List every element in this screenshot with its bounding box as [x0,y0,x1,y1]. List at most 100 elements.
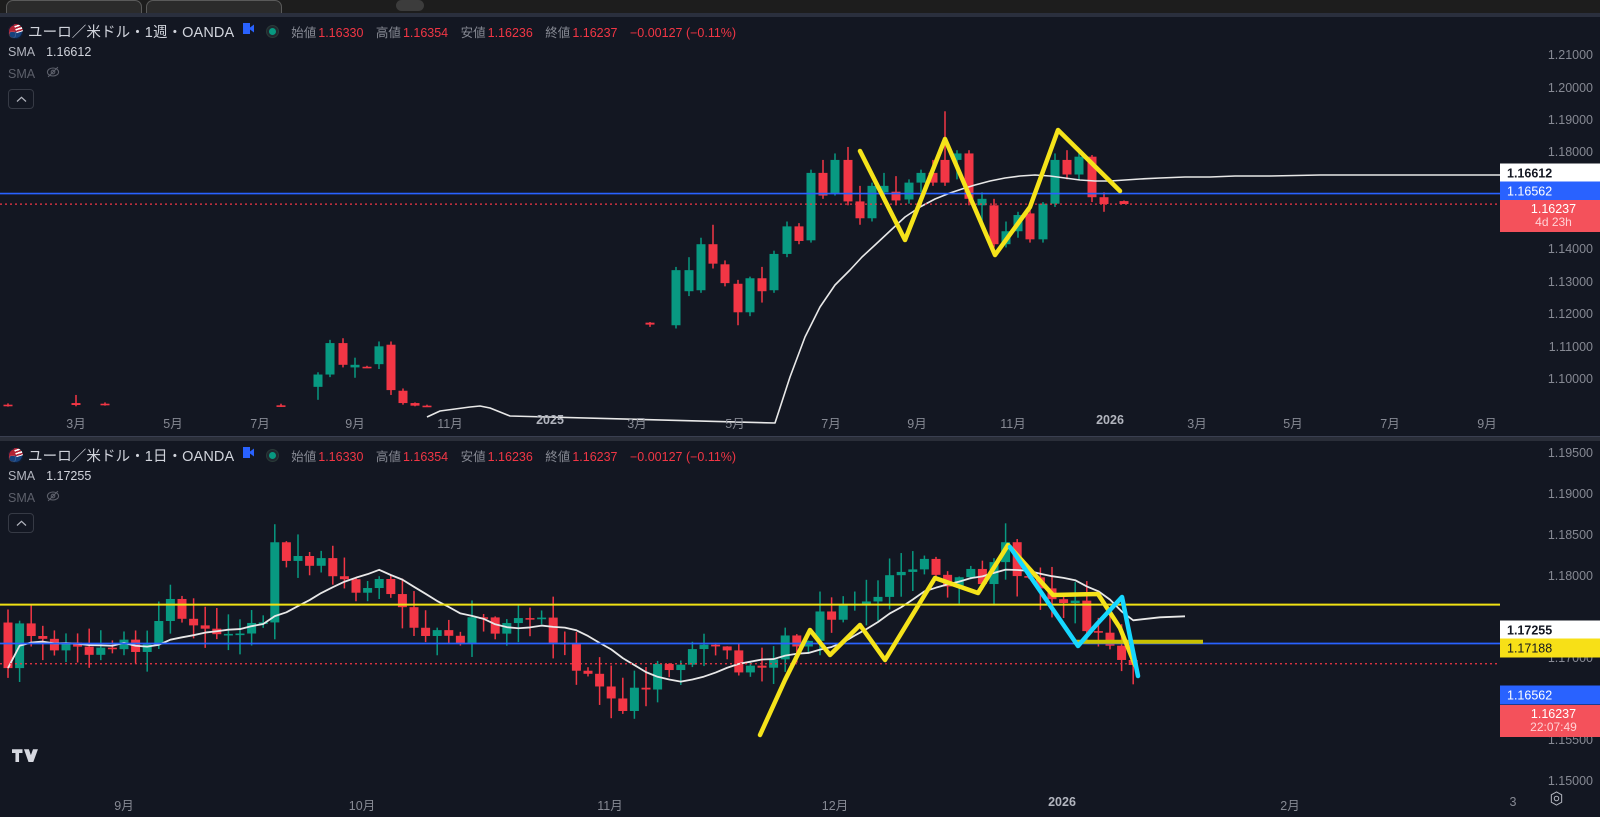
market-status-dot[interactable] [266,24,280,38]
time-axis-weekly[interactable]: 3月 5月 7月 9月 11月 2025 3月 5月 7月 9月 11月 2026 3月 5月 7月 9月 [0,407,1500,435]
candle-body [1082,600,1092,632]
price-axis-tick: 1.13000 [1547,275,1593,289]
indicator-row-sma-1-daily[interactable]: SMA 1.17255 [8,465,736,487]
candle-body [1059,599,1069,604]
time-axis-tick: 10月 [348,799,376,813]
ohlc-close-value: 1.16237 [572,449,618,464]
plot-area-weekly[interactable] [0,17,1500,435]
zigzag-yellow[interactable] [757,542,1138,738]
candle-body [165,598,175,621]
symbol-row-daily[interactable]: ユーロ／米ドル・1日・OANDA 始値 1.16330 高値 1.16354 安値 1… [8,445,736,465]
candle-body [769,659,779,668]
indicator-name: SMA [8,469,36,483]
indicator-row-sma-2-daily[interactable]: SMA [8,487,736,509]
ohlc-high-value: 1.16354 [402,449,449,464]
price-axis-badge-white[interactable]: 1.16612 [1500,163,1600,183]
browser-tab-1[interactable] [6,0,142,13]
ohlc-close-label: 終値 [545,25,571,40]
candle-body [708,244,718,264]
candle-body [26,623,36,637]
market-status-dot[interactable] [266,448,280,462]
zigzag-cyan[interactable] [1007,544,1141,679]
browser-toolbar-pill[interactable] [396,0,424,11]
candle-body [904,182,914,200]
price-axis-tick: 1.19000 [1547,487,1593,501]
time-axis-daily[interactable]: 9月 10月 11月 12月 2026 2月 3 [0,789,1516,817]
price-axis-tick: 1.18000 [1547,569,1593,583]
candle-body [293,556,303,561]
candles-icon[interactable] [243,446,255,464]
tradingview-logo[interactable] [12,749,39,771]
candle-body [270,542,280,623]
browser-tab-2[interactable] [146,0,282,13]
candle-body [931,558,941,575]
ohlc-open-value: 1.16330 [318,25,364,40]
candle-body [794,226,804,241]
price-axis-badge-blue[interactable]: 1.16562 [1500,181,1600,201]
candle-body [1099,197,1109,205]
candle-body [745,665,755,673]
candle-body [84,646,94,655]
indicator-row-sma-2-weekly[interactable]: SMA [8,63,736,85]
candle-body [757,665,767,668]
chrome-underline [0,13,1600,17]
time-axis-tick: 9月 [1477,417,1497,431]
price-axis-tick: 1.19000 [1547,113,1593,127]
ohlc-close-value: 1.16237 [572,25,618,40]
symbol-row-weekly[interactable]: ユーロ／米ドル・1週・OANDA 始値 1.16330 高値 1.16354 安値 1… [8,21,736,41]
eye-off-icon[interactable] [46,489,60,508]
collapse-legend-button-weekly[interactable] [8,89,34,109]
candle-body [422,405,432,408]
indicator-row-sma-1-weekly[interactable]: SMA 1.16612 [8,41,736,63]
candle-body [223,633,233,636]
ohlc-change: −0.00127 (−0.11%) [629,449,737,464]
candle-body [548,617,558,643]
candle-body [432,630,442,636]
candle-body [1087,156,1097,198]
symbol-title[interactable]: ユーロ／米ドル・1日・OANDA [28,448,235,465]
price-axis-badge-red[interactable]: 1.16237 22:07:49 [1500,705,1600,737]
candle-body [1025,213,1035,240]
candle-body [989,205,999,245]
browser-tab-strip [0,0,1600,13]
candle-body [711,644,721,647]
time-axis-tick: 2026 [1096,413,1124,427]
price-axis-badge-blue[interactable]: 1.16562 [1500,685,1600,705]
price-axis-daily[interactable]: 1.19500 1.19000 1.18500 1.18000 1.17000 1.155… [1500,441,1600,817]
candle-body [806,172,816,241]
candle-body [247,622,257,634]
indicator-value: 1.16612 [46,45,92,59]
price-axis-badge-yellow[interactable]: 1.17188 [1500,638,1600,658]
time-axis-tick: 11月 [437,417,463,431]
price-axis-badge-red[interactable]: 1.16237 4d 23h [1500,200,1600,232]
candle-body [386,344,396,391]
candle-body [154,620,164,645]
symbol-title[interactable]: ユーロ／米ドル・1週・OANDA [28,24,235,41]
time-axis-tick: 2025 [536,413,564,427]
candle-body [276,405,286,407]
price-axis-weekly[interactable]: 1.210001.200001.190001.180001.150001.140… [1500,17,1600,435]
candle-body [281,542,291,561]
ohlc-high-label: 高値 [375,25,401,40]
candle-body [780,635,790,660]
plot-area-daily[interactable] [0,441,1500,817]
price-axis-badge-white[interactable]: 1.17255 [1500,620,1600,640]
clock-icon[interactable] [1549,791,1564,811]
candle-body [952,153,962,160]
price-axis-tick: 1.12000 [1547,307,1593,321]
candle-body [362,366,372,369]
candle-body [843,159,853,202]
pane-divider[interactable] [0,436,1600,441]
collapse-legend-button-daily[interactable] [8,513,34,533]
candle-body [696,244,706,291]
candle-body [722,646,732,651]
candles-icon[interactable] [243,22,255,40]
candle-body [409,607,419,628]
ohlc-open-label: 始値 [291,449,317,464]
candle-body [444,630,454,636]
candle-body [885,575,895,597]
eye-off-icon[interactable] [46,65,60,84]
candle-body [38,636,48,639]
zigzag-yellow[interactable] [857,127,1123,258]
candle-body [606,686,616,699]
